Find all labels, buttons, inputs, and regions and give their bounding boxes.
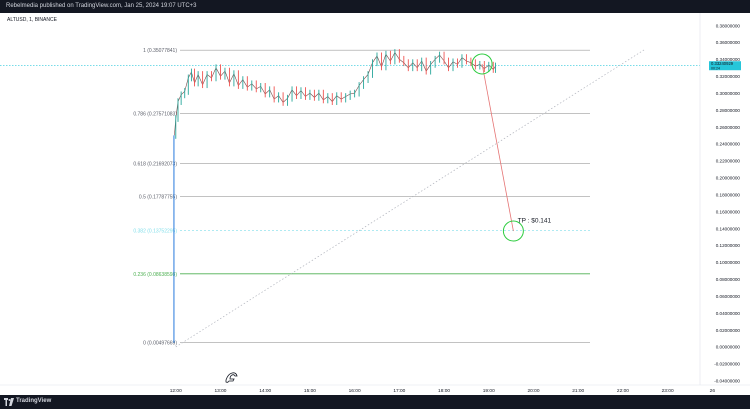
x-tick-label: 16:00 bbox=[349, 388, 361, 394]
fib-layer: 1 (0.35077841) 0.786 (0.27571083) 0.618 (0… bbox=[0, 48, 700, 347]
chart-area[interactable]: ALTUSD, 1, BINANCE 1 (0.35077841) 0.786 (… bbox=[0, 13, 750, 395]
y-tick-label: 0.10000000 bbox=[716, 260, 741, 265]
y-tick-label: 0.26000000 bbox=[716, 125, 741, 130]
x-tick-label: 17:00 bbox=[393, 388, 405, 394]
current-price-label: 0.33240929 bbox=[711, 61, 734, 66]
dotted-trendline bbox=[175, 48, 646, 348]
fib-label: 0.382 (0.13752295) bbox=[133, 229, 177, 235]
x-tick-label: 26 bbox=[710, 388, 716, 394]
x-tick-label: 12:00 bbox=[170, 388, 182, 394]
y-tick-label: 0.16000000 bbox=[716, 209, 741, 214]
footer-bar: TradingView bbox=[0, 395, 750, 409]
y-tick-label: -0.02000000 bbox=[714, 362, 740, 367]
icon-layer bbox=[225, 372, 238, 383]
fib-label: 0.236 (0.08638598) bbox=[133, 272, 177, 278]
fib-label: 0 (0.00497669) bbox=[143, 341, 177, 347]
y-tick-label: 0.38000000 bbox=[716, 23, 741, 28]
y-tick-label: 0.20000000 bbox=[716, 176, 741, 181]
x-tick-label: 23:00 bbox=[662, 388, 674, 394]
price-chart[interactable]: 1 (0.35077841) 0.786 (0.27571083) 0.618 (0… bbox=[0, 13, 750, 395]
current-price-countdown: 00:24 bbox=[711, 67, 720, 71]
x-tick-label: 22:00 bbox=[617, 388, 629, 394]
y-tick-label: 0.28000000 bbox=[716, 108, 741, 113]
y-tick-label: 0.08000000 bbox=[716, 277, 741, 282]
x-tick-label: 20:00 bbox=[527, 388, 539, 394]
footer-brand: TradingView bbox=[16, 398, 52, 404]
projection-arrow bbox=[481, 63, 514, 232]
y-tick-label: 0.32000000 bbox=[716, 74, 741, 79]
y-tick-label: 0.30000000 bbox=[716, 91, 741, 96]
y-tick-label: -0.04000000 bbox=[714, 379, 740, 384]
y-tick-label: 0.36000000 bbox=[716, 40, 741, 45]
x-tick-label: 21:00 bbox=[572, 388, 584, 394]
price-axis[interactable]: 0.38000000 0.36000000 0.34000000 0.32000000… bbox=[699, 13, 741, 385]
price-series-layer bbox=[174, 49, 496, 139]
y-tick-label: 0.18000000 bbox=[716, 192, 741, 197]
symbol-label: ALTUSD, 1, BINANCE bbox=[7, 17, 57, 23]
y-tick-label: 0.04000000 bbox=[716, 311, 741, 316]
current-price-tag bbox=[709, 61, 741, 71]
dinosaur-icon bbox=[225, 372, 238, 383]
highlight-circle bbox=[471, 53, 493, 75]
y-tick-label: 0.06000000 bbox=[716, 294, 741, 299]
time-axis[interactable]: 12:00 13:00 14:00 15:00 16:00 17:00 18:00 19:00… bbox=[0, 384, 750, 394]
x-tick-label: 14:00 bbox=[259, 388, 271, 394]
fib-label: 0.618 (0.21692073) bbox=[133, 161, 177, 167]
y-tick-label: 0.34000000 bbox=[716, 57, 741, 62]
tradingview-logo-icon bbox=[4, 398, 14, 406]
fib-label: 0.786 (0.27571083) bbox=[133, 112, 177, 118]
highlight-circle bbox=[502, 220, 524, 242]
y-tick-label: 0.14000000 bbox=[716, 226, 741, 231]
price-line bbox=[174, 51, 496, 136]
x-tick-label: 13:00 bbox=[214, 388, 226, 394]
x-tick-label: 15:00 bbox=[304, 388, 316, 394]
y-tick-label: 0.24000000 bbox=[716, 142, 741, 147]
tp-annotation: TP : $0.141 bbox=[518, 218, 552, 225]
x-tick-label: 19:00 bbox=[483, 388, 495, 394]
y-tick-label: 0.12000000 bbox=[716, 243, 741, 248]
trendline-layer bbox=[175, 48, 646, 348]
fib-label: 0.5 (0.17787755) bbox=[139, 194, 177, 200]
y-tick-label: 0.02000000 bbox=[716, 328, 741, 333]
publish-text: Rebelmedia published on TradingView.com,… bbox=[6, 3, 197, 9]
fib-label: 1 (0.35077841) bbox=[143, 48, 177, 54]
x-tick-label: 18:00 bbox=[438, 388, 450, 394]
y-tick-label: 0.00000000 bbox=[716, 345, 741, 350]
annotation-layer: TP : $0.141 bbox=[471, 53, 552, 242]
y-tick-label: 0.22000000 bbox=[716, 159, 741, 164]
publish-header: Rebelmedia published on TradingView.com,… bbox=[0, 0, 750, 13]
